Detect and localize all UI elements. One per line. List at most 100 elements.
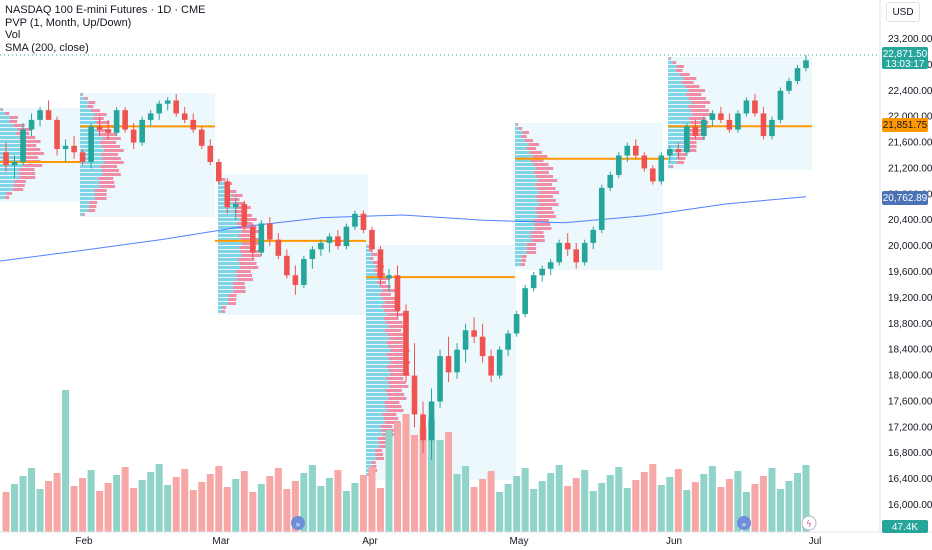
candle-body (471, 330, 477, 337)
volume-bar (521, 468, 529, 532)
chart-legend: NASDAQ 100 E-mini Futures · 1D · CME PVP… (5, 4, 206, 54)
profile-bar-down (538, 179, 558, 182)
profile-bar-down (688, 89, 706, 92)
profile-bar-down (679, 73, 690, 76)
profile-bar-up (366, 421, 385, 424)
profile-bar-up (668, 129, 688, 132)
profile-bar-down (385, 329, 402, 332)
profile-bar-down (17, 128, 32, 131)
profile-bar-up (515, 239, 532, 242)
profile-bar-up (80, 201, 90, 204)
profile-bar-up (0, 140, 23, 143)
volume-bar (649, 464, 657, 532)
profile-bar-up (80, 181, 99, 184)
profile-bar-down (9, 120, 18, 123)
volume-bar (36, 489, 44, 532)
profile-bar-down (518, 127, 523, 130)
profile-bar-up (0, 132, 17, 135)
profile-bar-up (218, 214, 237, 217)
legend-vol[interactable]: Vol (5, 29, 21, 41)
profile-bar-up (80, 93, 82, 96)
profile-bar-up (515, 235, 532, 238)
profile-bar-down (104, 161, 124, 164)
price-tick-label: 18,800.00 (888, 319, 932, 330)
profile-bar-up (218, 210, 234, 213)
profile-bar-up (366, 305, 383, 308)
profile-bar-down (521, 255, 527, 258)
profile-bar-up (668, 113, 693, 116)
profile-bar-down (241, 254, 262, 257)
volume-bar (266, 476, 274, 532)
candle-body (513, 314, 520, 334)
profile-bar-up (366, 373, 390, 376)
profile-bar-up (668, 121, 691, 124)
candle-body (445, 356, 452, 373)
volume-bar (104, 483, 112, 532)
profile-bar-up (366, 345, 389, 348)
profile-bar-down (238, 258, 255, 261)
candle-body (71, 145, 77, 153)
profile-bar-down (374, 449, 383, 452)
legend-symbol[interactable]: NASDAQ 100 E-mini Futures · 1D · CME (5, 4, 206, 16)
profile-bar-down (535, 227, 552, 230)
candle-body (454, 349, 460, 373)
profile-bar-up (218, 262, 240, 265)
profile-bar-up (366, 417, 384, 420)
event-icon-earnings[interactable]: » (737, 516, 751, 530)
volume-bar (776, 489, 784, 532)
profile-bar-up (668, 133, 688, 136)
profile-bar-up (515, 219, 534, 222)
profile-bar-up (515, 255, 522, 258)
volume-bar (232, 479, 240, 532)
profile-bar-up (0, 112, 6, 115)
profile-bar-up (668, 77, 684, 80)
candle-body (241, 204, 248, 227)
candle-body (615, 155, 622, 175)
profile-bar-up (515, 135, 522, 138)
profile-bar-down (685, 85, 700, 88)
profile-bar-down (520, 263, 526, 266)
profile-bar-down (19, 136, 36, 139)
profile-bar-down (388, 397, 407, 400)
profile-bar-down (369, 249, 372, 252)
profile-bar-up (668, 165, 671, 168)
profile-bar-up (218, 198, 230, 201)
volume-bar (564, 486, 572, 532)
lightning-icon[interactable]: ϟ (801, 515, 817, 531)
legend-sma[interactable]: SMA (200, close) (5, 41, 89, 54)
profile-bar-down (231, 194, 243, 197)
currency-button[interactable]: USD (886, 2, 920, 22)
event-icon-dividends[interactable]: » (291, 516, 305, 530)
profile-bar-down (531, 235, 545, 238)
candle-body (794, 68, 801, 82)
candle-body (752, 100, 758, 114)
profile-bar-down (94, 197, 107, 200)
legend-pvp[interactable]: PVP (1, Month, Up/Down) (5, 16, 132, 29)
volume-bar (19, 476, 27, 532)
volume-bar (436, 440, 444, 532)
volume-bar (334, 470, 342, 532)
profile-bar-up (366, 369, 389, 372)
profile-bar-up (366, 457, 376, 460)
profile-bar-down (389, 373, 410, 376)
profile-bar-down (690, 109, 709, 112)
volume-bar (300, 473, 308, 532)
profile-bar-down (688, 137, 706, 140)
profile-bar-up (218, 282, 233, 285)
profile-bar-down (88, 209, 96, 212)
volume-bar (479, 479, 487, 532)
profile-bar-down (383, 317, 399, 320)
candle-body (105, 129, 111, 133)
price-tick-label: 17,200.00 (888, 422, 932, 433)
profile-bar-up (668, 73, 680, 76)
profile-bar-up (218, 242, 243, 245)
candle-body (777, 90, 784, 120)
profile-bar-down (240, 250, 259, 253)
price-tick-label: 19,200.00 (888, 293, 932, 304)
profile-bar-down (532, 155, 548, 158)
profile-bar-down (533, 219, 549, 222)
profile-bar-up (80, 213, 83, 216)
volume-bar (768, 468, 776, 532)
volume-bar (717, 487, 725, 532)
